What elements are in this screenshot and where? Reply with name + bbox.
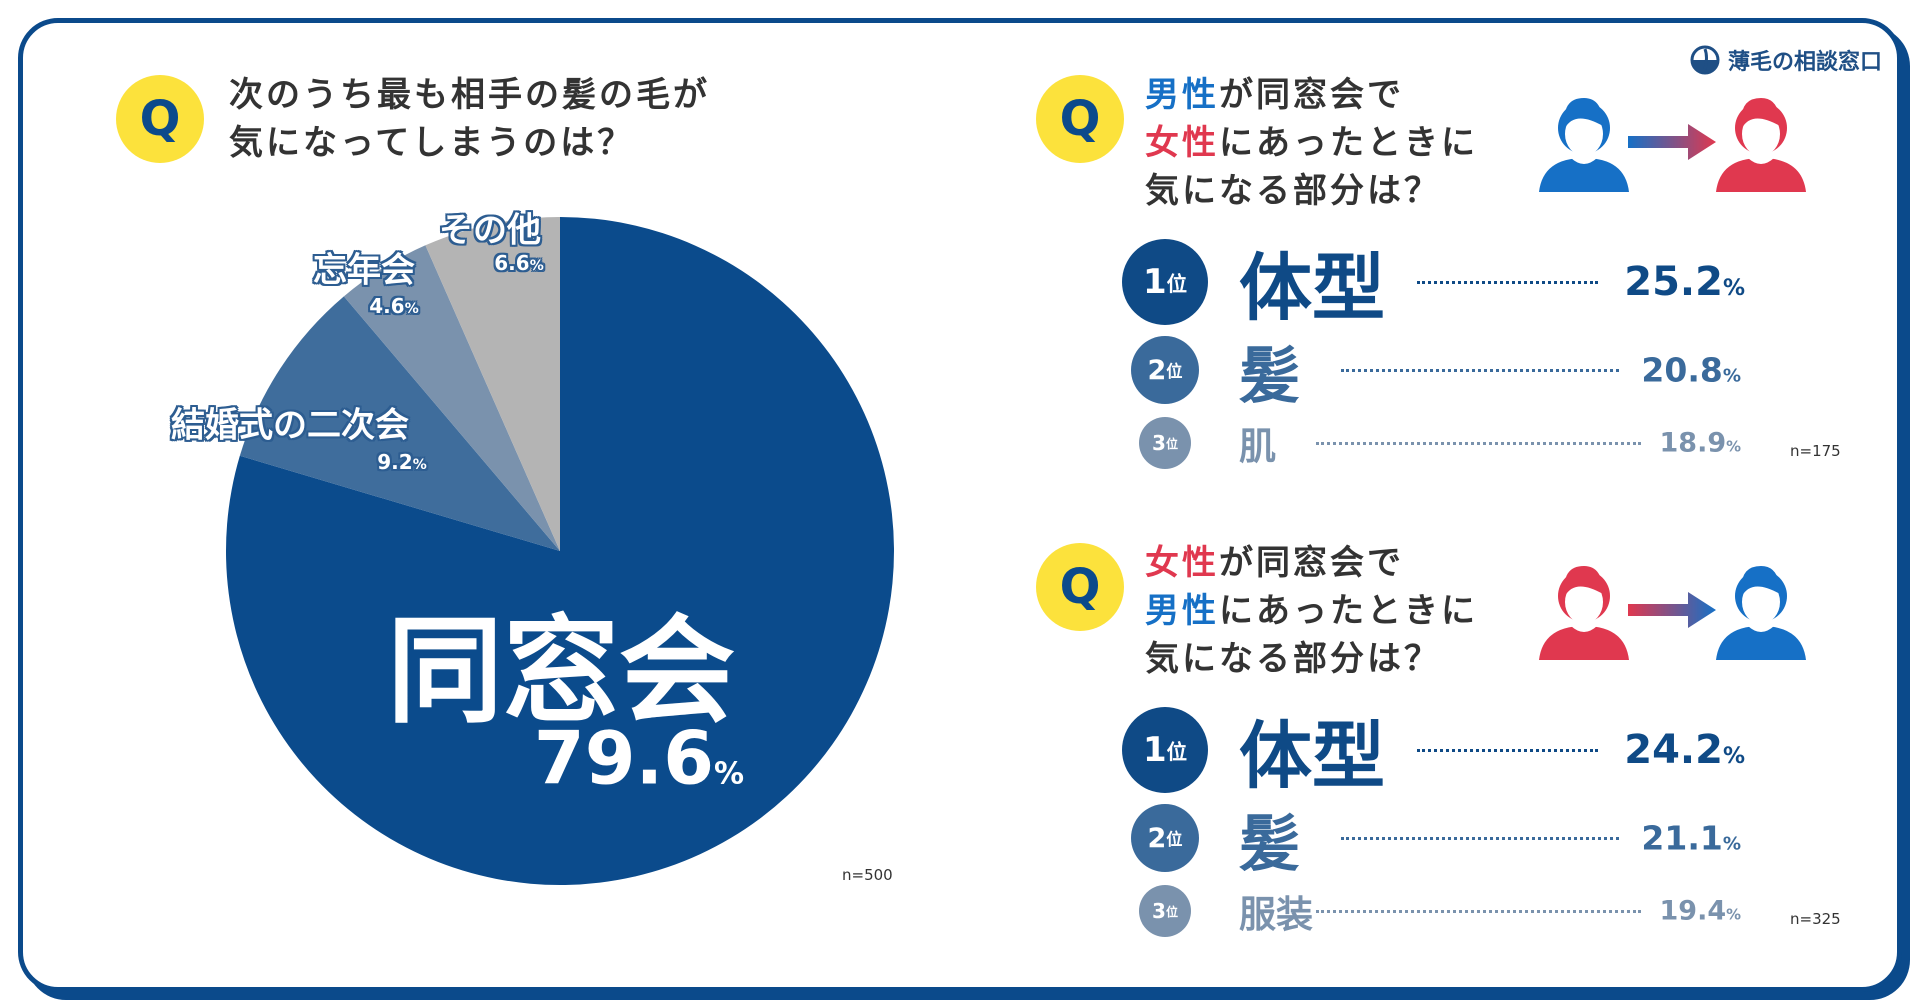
rank-item: 体型	[1239, 714, 1385, 799]
pie-slice-1	[239, 296, 560, 551]
question-line: 男性が同窓会で	[1145, 75, 1404, 115]
rank-value: 24.2%	[1624, 727, 1745, 773]
leader-dots	[1417, 281, 1598, 284]
slice-label-2: 忘年会	[313, 250, 415, 291]
q-badge: Q	[1036, 543, 1124, 631]
rank-item: 髪	[1239, 808, 1301, 880]
question-line: 気になる部分は？	[1145, 639, 1441, 679]
slice-value-0: 79.6%	[533, 716, 745, 802]
pie-slice-3	[425, 217, 560, 551]
left-question: 次のうち最も相手の髪の毛が 気になってしまうのは？	[229, 71, 710, 167]
leader-dots	[1341, 837, 1619, 840]
question-line: 気になる部分は？	[1145, 171, 1441, 211]
q2-question: 女性が同窓会で 男性にあったときに 気になる部分は？	[1145, 539, 1478, 683]
slice-value-1: 9.2%	[377, 450, 427, 474]
sample-size: n=325	[1790, 910, 1841, 928]
sample-size: n=500	[842, 866, 893, 884]
question-line: 気になってしまうのは？	[229, 123, 635, 163]
slice-value-2: 4.6%	[369, 294, 419, 318]
q-badge: Q	[1036, 75, 1124, 163]
slice-label-3: その他	[439, 210, 541, 251]
q-badge: Q	[116, 75, 204, 163]
rank-item: 服装	[1239, 893, 1313, 936]
rank-value: 19.4%	[1659, 895, 1742, 927]
male-person-icon	[1537, 92, 1631, 196]
question-line: 次のうち最も相手の髪の毛が	[229, 75, 710, 115]
logo-text: 薄毛の相談窓口	[1728, 50, 1883, 75]
question-line: 女性が同窓会で	[1145, 543, 1404, 583]
sample-size: n=175	[1790, 442, 1841, 460]
leader-dots	[1316, 442, 1641, 445]
female-person-icon	[1714, 92, 1808, 196]
rank-item: 肌	[1239, 425, 1276, 468]
slice-label-0: 同窓会	[387, 604, 735, 739]
rank-value: 18.9%	[1659, 427, 1742, 459]
arrow-right-icon	[1628, 592, 1716, 628]
rank-value: 20.8%	[1641, 350, 1741, 390]
logo: 薄毛の相談窓口	[1690, 44, 1882, 76]
leader-dots	[1316, 910, 1641, 913]
female-person-icon	[1537, 560, 1631, 664]
question-line: 女性にあったときに	[1145, 123, 1478, 163]
rank-value: 21.1%	[1641, 818, 1741, 858]
arrow-right-icon	[1628, 124, 1716, 160]
question-line: 男性にあったときに	[1145, 591, 1478, 631]
leader-dots	[1341, 369, 1619, 372]
q1-question: 男性が同窓会で 女性にあったときに 気になる部分は？	[1145, 71, 1478, 215]
hair-follicle-icon	[1690, 45, 1720, 75]
slice-label-1: 結婚式の二次会	[171, 405, 409, 446]
pie-slice-2	[343, 245, 560, 551]
male-person-icon	[1714, 560, 1808, 664]
rank-item: 体型	[1239, 246, 1385, 331]
rank-item: 髪	[1239, 340, 1301, 412]
rank-value: 25.2%	[1624, 259, 1745, 305]
slice-value-3: 6.6%	[494, 251, 544, 275]
leader-dots	[1417, 749, 1598, 752]
